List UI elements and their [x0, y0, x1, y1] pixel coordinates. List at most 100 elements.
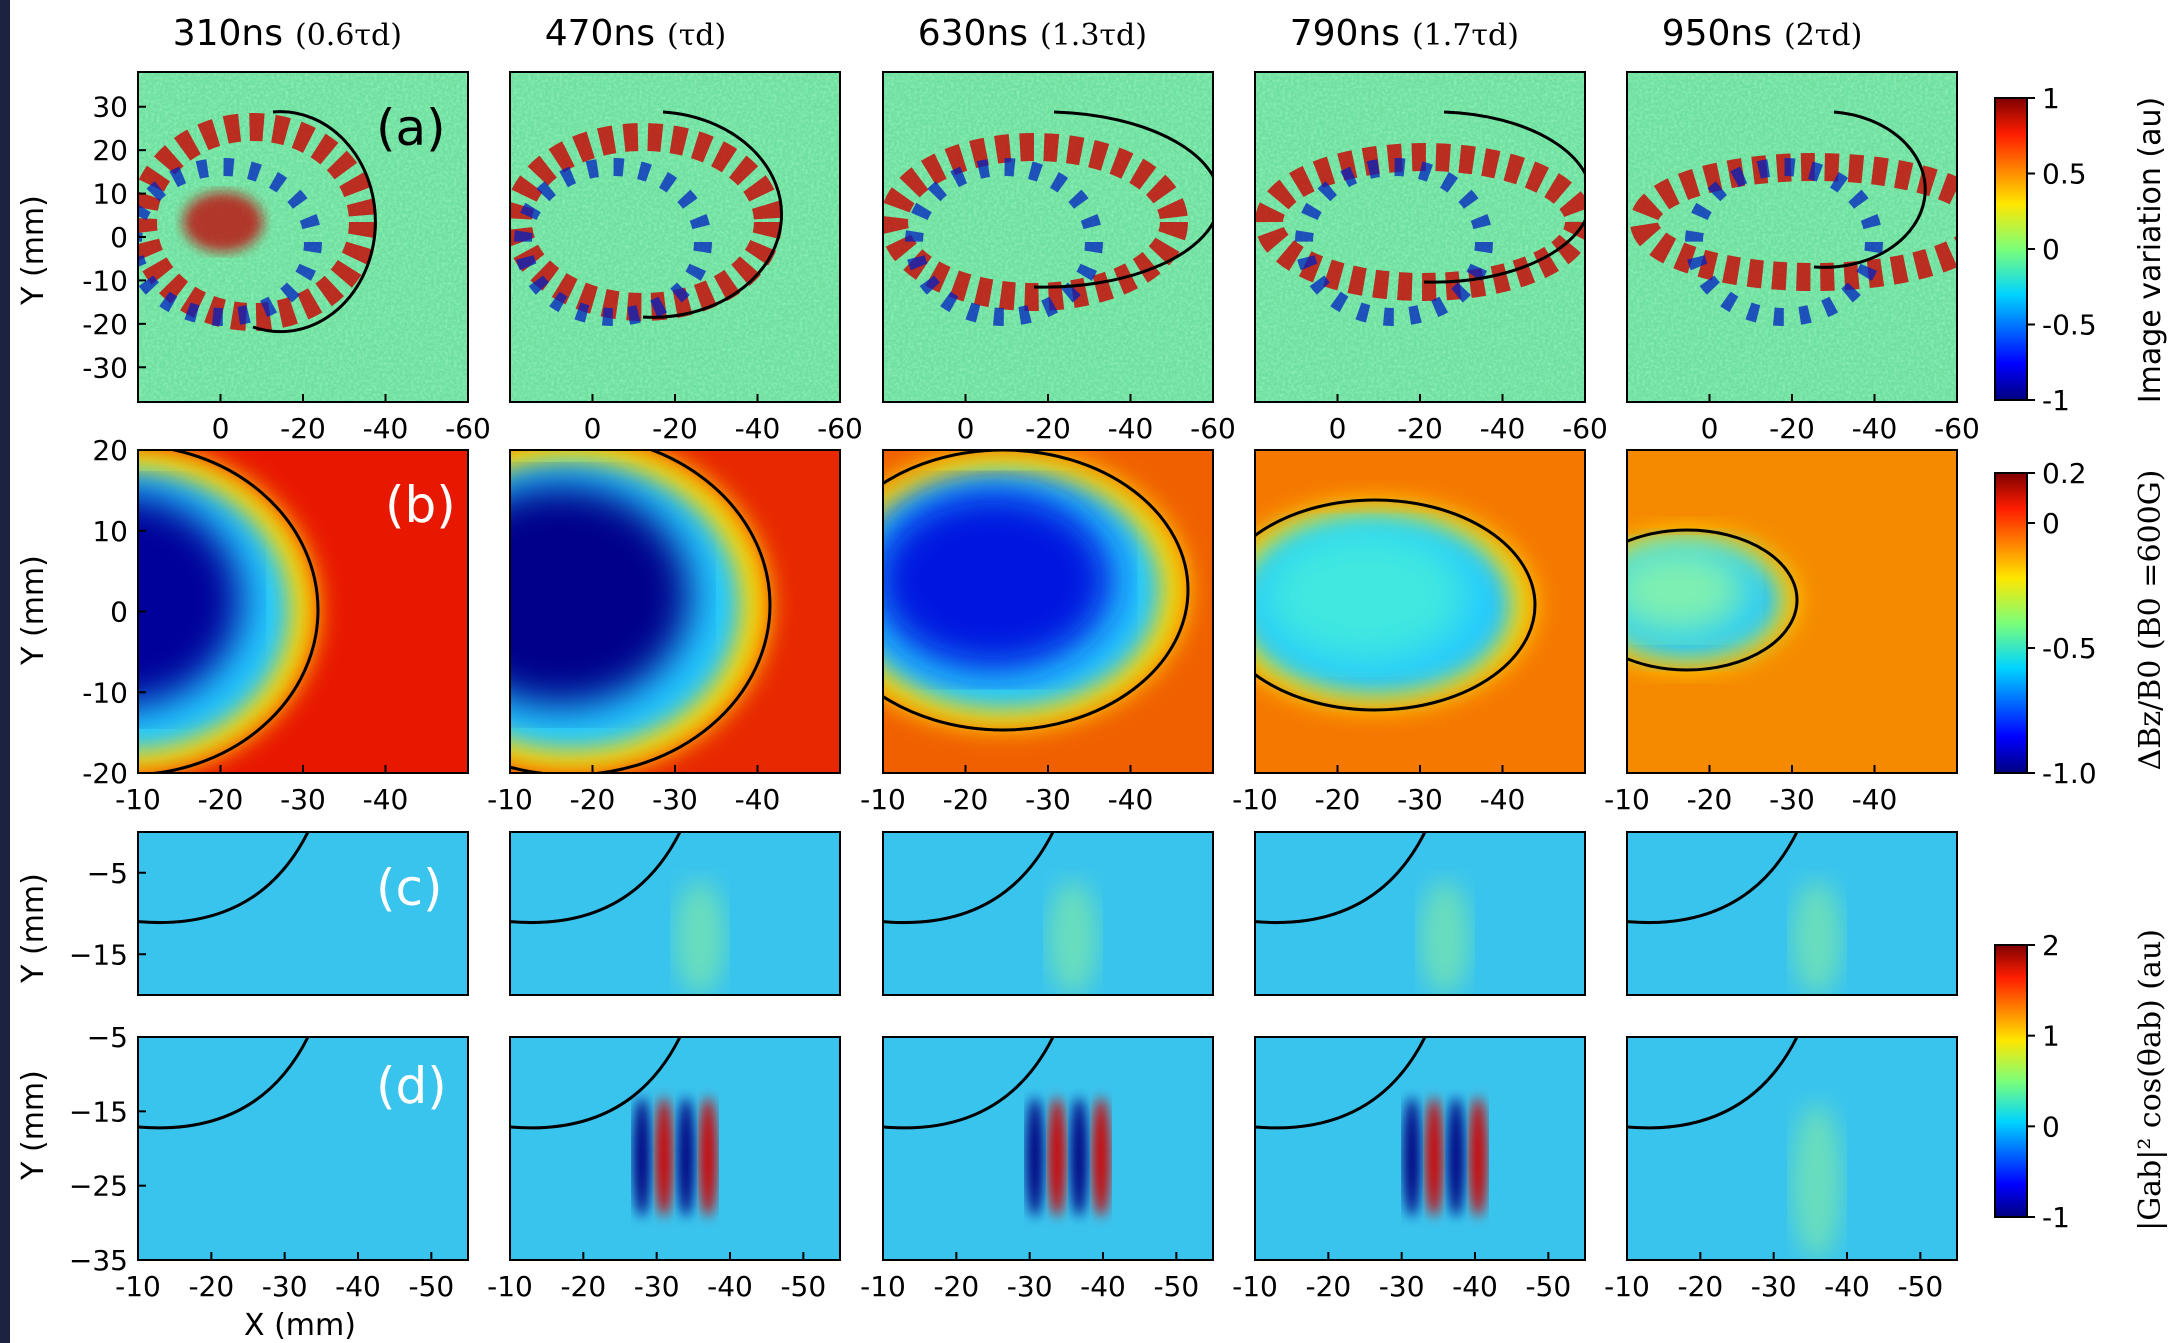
x-tick-label: -40: [1108, 412, 1154, 445]
x-tick-label: -30: [1007, 1270, 1053, 1303]
colorbar-a: 1 0.5 0 -0.5 -1 Image variation (au): [1994, 82, 2168, 417]
colorbar-tick-label: -0.5: [2042, 632, 2097, 665]
x-tick-label: -40: [1852, 783, 1898, 816]
contour-line: [642, 110, 783, 319]
x-tick-label: -60: [1934, 412, 1980, 445]
contour-line: [883, 1037, 1055, 1130]
plume-core: [1261, 526, 1469, 664]
x-tick-label: -60: [1190, 412, 1236, 445]
x-tick-label: -40: [707, 1270, 753, 1303]
y-tick-label: 10: [92, 178, 128, 211]
x-tick-label: -40: [1480, 783, 1526, 816]
wave-band: [699, 1097, 717, 1217]
panel-d-5: [1627, 1037, 1957, 1260]
colorbar-tick-label: 2: [2042, 929, 2060, 962]
panel-frame: [882, 1036, 1214, 1261]
wave-band: [677, 1097, 695, 1217]
wave-band: [655, 1097, 673, 1217]
x-tick-label: -30: [634, 1270, 680, 1303]
contour-line: [1813, 110, 1927, 269]
structure-ring-blue: [514, 158, 712, 326]
panel-a-4: [1255, 72, 1585, 402]
panel-b-2: [510, 450, 840, 773]
contour-line: [883, 832, 1055, 924]
contour-line: [1627, 832, 1799, 924]
x-tick-label: -10: [115, 783, 161, 816]
x-tick-label: -10: [1232, 783, 1278, 816]
panel-bg: [883, 1037, 1213, 1260]
wave-band: [1026, 1097, 1044, 1217]
panel-bg: [1627, 832, 1957, 995]
structure-ring-blue: [138, 158, 322, 326]
contour-line: [510, 450, 772, 773]
panel-label-b: (b): [385, 476, 456, 534]
x-tick-label: -20: [933, 1270, 979, 1303]
panel-frame: [1254, 831, 1586, 996]
y-tick-label: −15: [69, 1095, 128, 1128]
colorbar-tick-label: -1: [2042, 1201, 2070, 1234]
x-tick-label: 0: [212, 412, 230, 445]
panel-b-4: [1255, 450, 1585, 773]
x-tick-label: -40: [363, 412, 409, 445]
x-tick-label: -50: [408, 1270, 454, 1303]
panel-bg: [138, 832, 468, 995]
panel-a-3: [883, 72, 1213, 402]
panel-frame: [509, 1036, 841, 1261]
panel-c-2: [510, 832, 840, 995]
contour-line: [1255, 832, 1427, 924]
panel-label-a: (a): [376, 99, 446, 157]
x-tick-label: -40: [735, 412, 781, 445]
panel-label-d: (d): [376, 1057, 447, 1115]
y-tick-label: 20: [92, 434, 128, 467]
ylabel-c: Y (mm): [16, 873, 51, 984]
panel-noise: [1627, 72, 1957, 402]
x-tick-label: -20: [1025, 412, 1071, 445]
x-tick-label: -60: [817, 412, 863, 445]
column-title-time: 630ns: [918, 13, 1028, 54]
panel-frame: [137, 831, 469, 996]
colorbar-tick-label: 0: [2042, 1110, 2060, 1143]
column-title-tau: (τd): [667, 18, 726, 53]
wave-band: [1048, 880, 1098, 995]
x-tick-label: -20: [280, 412, 326, 445]
y-tick-label: −35: [69, 1244, 128, 1277]
structure-ring-blue: [905, 158, 1103, 326]
colorbar-tick-label: -1: [2042, 384, 2070, 417]
x-tick-label: -50: [1525, 1270, 1571, 1303]
colorbar-tick-label: 0: [2042, 507, 2060, 540]
x-tick-label: -50: [1153, 1270, 1199, 1303]
plume-core: [510, 484, 690, 706]
x-tick-label: -10: [487, 783, 533, 816]
contour-line: [510, 1037, 682, 1130]
y-tick-label: -10: [82, 676, 128, 709]
y-tick-label: 30: [92, 91, 128, 124]
contour-line: [1033, 110, 1213, 289]
contour-line: [138, 1037, 310, 1130]
x-tick-label: -30: [1751, 1270, 1797, 1303]
y-tick-label: −5: [87, 857, 128, 890]
x-tick-label: -20: [198, 783, 244, 816]
wave-band: [1092, 1097, 1110, 1217]
panel-frame: [509, 831, 841, 996]
colorbar-a-label: Image variation (au): [2133, 97, 2168, 404]
structure-ring: [1255, 143, 1585, 301]
y-tick-label: 10: [92, 515, 128, 548]
panel-d-3: [883, 1037, 1213, 1260]
column-title-time: 950ns: [1662, 13, 1772, 54]
x-tick-label: -30: [1397, 783, 1443, 816]
x-tick-label: -20: [570, 783, 616, 816]
colorbar-tick-label: 1: [2042, 1020, 2060, 1053]
panel-bg: [1627, 1037, 1957, 1260]
panel-c-1: [138, 832, 468, 995]
x-tick-label: -40: [1824, 1270, 1870, 1303]
panel-frame: [1254, 1036, 1586, 1261]
x-tick-label: -20: [1397, 412, 1443, 445]
x-tick-label: -10: [1232, 1270, 1278, 1303]
y-tick-label: 0: [110, 221, 128, 254]
wave-band: [1792, 1103, 1842, 1260]
colorbar-tick-label: 1: [2042, 82, 2060, 115]
panel-b-5: [1627, 450, 1957, 773]
contour-line: [510, 832, 682, 924]
